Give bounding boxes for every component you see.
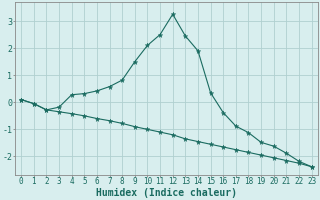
- X-axis label: Humidex (Indice chaleur): Humidex (Indice chaleur): [96, 188, 237, 198]
